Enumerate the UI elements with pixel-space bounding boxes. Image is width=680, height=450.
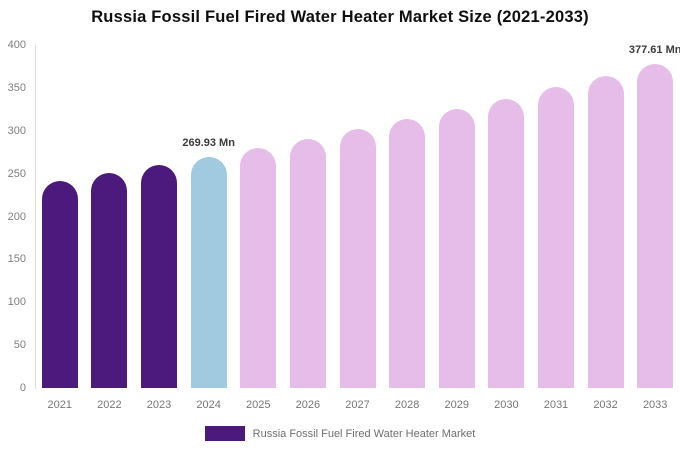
bar-2025[interactable] [240,147,277,388]
y-tick-label: 50 [13,339,26,352]
legend: Russia Fossil Fuel Fired Water Heater Ma… [0,426,680,441]
x-tick-label-2025: 2025 [246,399,271,411]
bar-2028[interactable] [389,119,426,388]
y-axis-labels: 0 50 100 150 200 250 300 350 400 [0,39,29,394]
bar-2031[interactable] [537,87,574,388]
bar-2021[interactable] [41,181,78,388]
bar-2024[interactable] [190,156,227,388]
x-tick-label-2032: 2032 [593,399,618,411]
chart-title: Russia Fossil Fuel Fired Water Heater Ma… [91,8,589,26]
x-tick-label-2031: 2031 [543,399,569,411]
y-tick-label: 250 [7,167,26,180]
bar-2029[interactable] [438,109,475,388]
y-tick-label: 100 [7,296,26,309]
x-tick-label-2022: 2022 [97,399,122,411]
bar-2033[interactable] [637,64,674,388]
x-axis-labels: 2021 2022 2023 2024 2025 2026 2027 2028 2029 2030… [35,399,680,414]
x-tick-label-2026: 2026 [295,399,321,411]
x-tick-label-2028: 2028 [394,399,420,411]
legend-label: Russia Fossil Fuel Fired Water Heater Ma… [252,427,476,440]
bar-2027[interactable] [339,129,376,388]
x-tick-label-2029: 2029 [444,399,469,411]
data-label-2024: 269.93 Mn [182,136,235,149]
plot-area: 269.93 Mn 377.61 Mn [35,44,680,388]
x-tick-label-2030: 2030 [494,399,519,411]
bar-2023[interactable] [141,165,178,388]
x-tick-label-2033: 2033 [642,399,668,411]
x-tick-label-2024: 2024 [196,399,221,411]
x-tick-label-2027: 2027 [345,399,370,411]
y-tick-label: 300 [7,124,26,137]
y-tick-label: 150 [7,253,26,266]
y-tick-label: 0 [19,382,26,394]
bar-2022[interactable] [91,173,128,388]
y-axis-line [35,45,36,389]
y-tick-label: 350 [7,81,26,94]
bar-2032[interactable] [587,76,624,388]
y-tick-label: 200 [7,210,26,223]
data-label-2033: 377.61 Mn [628,44,680,57]
x-tick-label-2023: 2023 [146,399,172,411]
x-tick-label-2021: 2021 [47,399,73,411]
bar-2026[interactable] [289,138,326,388]
y-tick-label: 400 [7,39,26,51]
legend-swatch [204,426,245,441]
bar-2030[interactable] [488,98,525,388]
